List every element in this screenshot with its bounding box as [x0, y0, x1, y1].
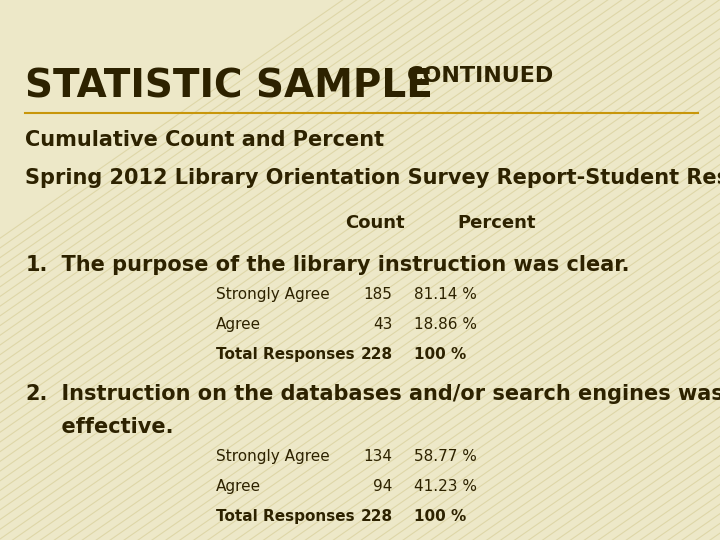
Text: Total Responses: Total Responses	[216, 347, 355, 362]
Text: 134: 134	[364, 449, 392, 464]
Text: Strongly Agree: Strongly Agree	[216, 449, 330, 464]
Text: Agree: Agree	[216, 479, 261, 494]
Text: effective.: effective.	[47, 417, 174, 437]
Text: Strongly Agree: Strongly Agree	[216, 287, 330, 302]
Text: 228: 228	[360, 509, 392, 524]
Text: The purpose of the library instruction was clear.: The purpose of the library instruction w…	[47, 255, 629, 275]
Text: 100 %: 100 %	[414, 347, 467, 362]
Text: CONTINUED: CONTINUED	[407, 66, 554, 86]
Text: Instruction on the databases and/or search engines was: Instruction on the databases and/or sear…	[47, 384, 720, 404]
Text: 81.14 %: 81.14 %	[414, 287, 477, 302]
Text: 228: 228	[360, 347, 392, 362]
Text: 58.77 %: 58.77 %	[414, 449, 477, 464]
Text: Count: Count	[346, 214, 405, 232]
Text: 94: 94	[373, 479, 392, 494]
Text: Spring 2012 Library Orientation Survey Report-Student Results: Spring 2012 Library Orientation Survey R…	[25, 168, 720, 188]
Text: Total Responses: Total Responses	[216, 509, 355, 524]
Text: 100 %: 100 %	[414, 509, 467, 524]
Text: Agree: Agree	[216, 317, 261, 332]
Text: 1.: 1.	[25, 255, 48, 275]
Text: 41.23 %: 41.23 %	[414, 479, 477, 494]
Text: STATISTIC SAMPLE: STATISTIC SAMPLE	[25, 68, 433, 105]
Text: 185: 185	[364, 287, 392, 302]
Text: 18.86 %: 18.86 %	[414, 317, 477, 332]
Text: 43: 43	[373, 317, 392, 332]
Text: 2.: 2.	[25, 384, 48, 404]
Text: Cumulative Count and Percent: Cumulative Count and Percent	[25, 130, 384, 150]
Text: Percent: Percent	[457, 214, 536, 232]
